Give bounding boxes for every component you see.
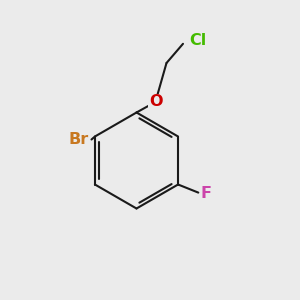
Text: Br: Br [68, 132, 88, 147]
Text: F: F [201, 186, 212, 201]
Text: Cl: Cl [189, 33, 206, 48]
Text: O: O [149, 94, 163, 110]
